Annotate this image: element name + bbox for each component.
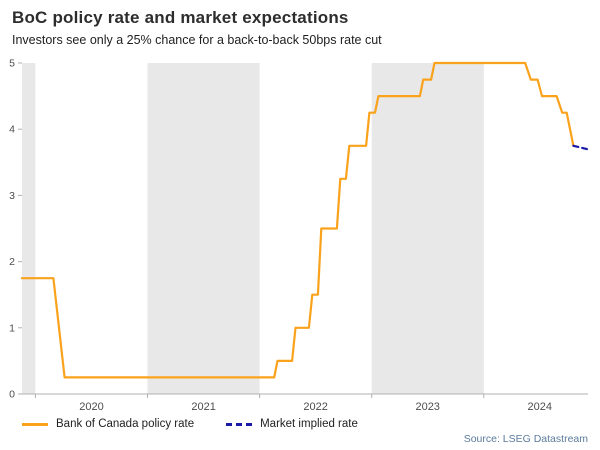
svg-text:4: 4 bbox=[9, 124, 15, 136]
policy-rate-line-chart: 0 1 2 3 4 5 2020 2021 2022 2023 2024 bbox=[9, 58, 589, 413]
policy-rate-line-swatch bbox=[22, 422, 48, 426]
source-attribution: Source: LSEG Datastream bbox=[463, 433, 588, 445]
legend-item-market-implied: Market implied rate bbox=[226, 418, 358, 430]
chart-footer: Bank of Canada policy rate Market implie… bbox=[4, 416, 596, 445]
legend-item-policy-rate: Bank of Canada policy rate bbox=[22, 418, 194, 430]
svg-text:0: 0 bbox=[9, 389, 15, 401]
chart-legend: Bank of Canada policy rate Market implie… bbox=[22, 418, 596, 430]
svg-text:2020: 2020 bbox=[79, 401, 103, 413]
market-implied-line-swatch bbox=[226, 422, 253, 426]
svg-text:2022: 2022 bbox=[303, 401, 327, 413]
svg-text:1: 1 bbox=[9, 322, 15, 334]
svg-text:2023: 2023 bbox=[415, 401, 439, 413]
svg-text:3: 3 bbox=[9, 190, 15, 202]
svg-text:5: 5 bbox=[9, 58, 15, 70]
svg-text:2: 2 bbox=[9, 256, 15, 268]
legend-label-policy-rate: Bank of Canada policy rate bbox=[56, 418, 195, 430]
svg-text:2024: 2024 bbox=[528, 401, 552, 413]
svg-text:2021: 2021 bbox=[191, 401, 215, 413]
chart-title: BoC policy rate and market expectations bbox=[12, 8, 349, 27]
chart-header: BoC policy rate and market expectations … bbox=[4, 8, 596, 48]
chart-subtitle: Investors see only a 25% chance for a ba… bbox=[12, 33, 382, 47]
legend-label-market-implied: Market implied rate bbox=[260, 418, 358, 430]
